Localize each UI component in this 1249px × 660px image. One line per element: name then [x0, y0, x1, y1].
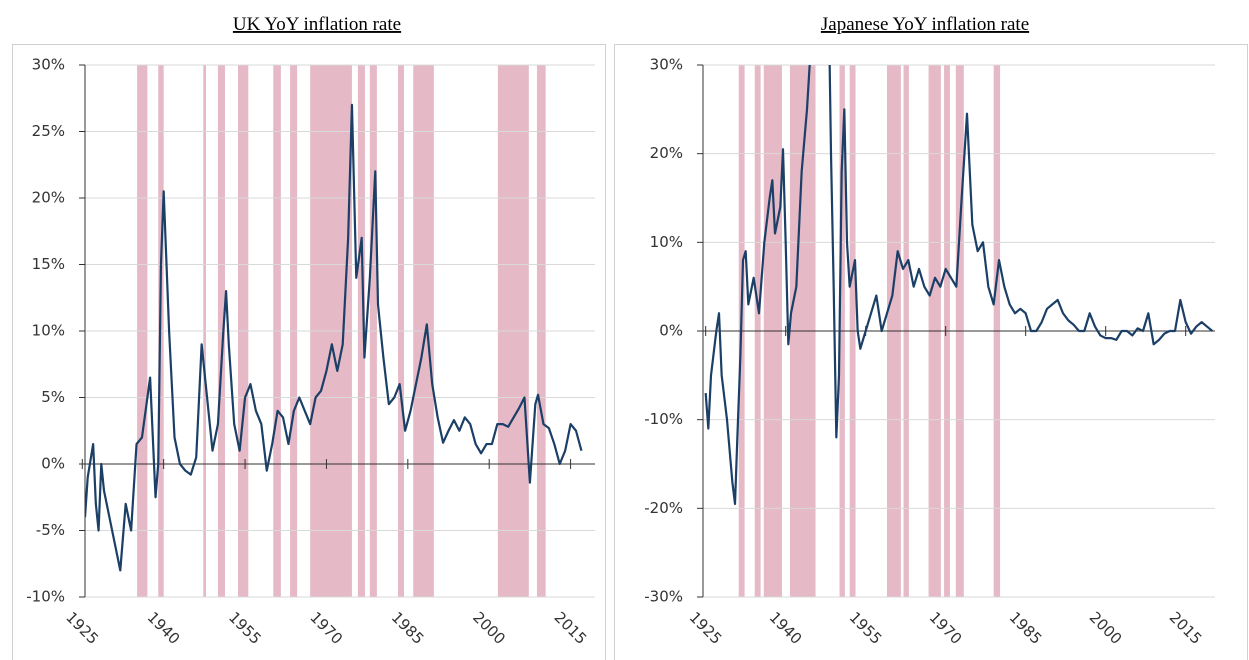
panel-frame	[12, 44, 606, 660]
y-tick-label: -10%	[644, 410, 683, 428]
y-tick-label: 20%	[32, 189, 65, 207]
chart-title: UK YoY inflation rate	[233, 14, 401, 35]
x-tick-label: 1970	[926, 608, 966, 648]
y-tick-label: 0%	[659, 322, 683, 340]
y-tick-label: -10%	[26, 588, 65, 606]
x-tick-label: 1955	[225, 608, 265, 648]
x-tick-label: 1925	[686, 608, 726, 648]
series-line	[85, 103, 583, 572]
x-tick-label: 2015	[1166, 608, 1206, 648]
x-tick-label: 2000	[469, 608, 509, 648]
y-tick-label: 0%	[41, 455, 65, 473]
x-tick-label: 1985	[1006, 608, 1046, 648]
x-tick-label: 1985	[388, 608, 428, 648]
y-tick-label: -30%	[644, 588, 683, 606]
x-tick-label: 2000	[1086, 608, 1126, 648]
x-tick-label: 1925	[62, 608, 102, 648]
y-tick-label: 20%	[650, 144, 683, 162]
y-tick-label: 30%	[32, 56, 65, 74]
x-tick-label: 1940	[766, 608, 806, 648]
y-tick-label: 30%	[650, 56, 683, 74]
x-tick-label: 1940	[144, 608, 184, 648]
y-tick-label: 10%	[32, 322, 65, 340]
y-tick-label: 15%	[32, 255, 65, 273]
y-tick-label: 10%	[650, 233, 683, 251]
x-tick-label: 2015	[551, 608, 591, 648]
y-tick-label: -5%	[36, 521, 65, 539]
series-line	[704, 65, 1214, 505]
chart-title: Japanese YoY inflation rate	[821, 14, 1029, 35]
x-tick-label: 1970	[306, 608, 346, 648]
y-tick-label: -20%	[644, 499, 683, 517]
y-tick-label: 25%	[32, 122, 65, 140]
panel-frame	[614, 44, 1248, 660]
x-tick-label: 1955	[846, 608, 886, 648]
y-tick-label: 5%	[41, 388, 65, 406]
